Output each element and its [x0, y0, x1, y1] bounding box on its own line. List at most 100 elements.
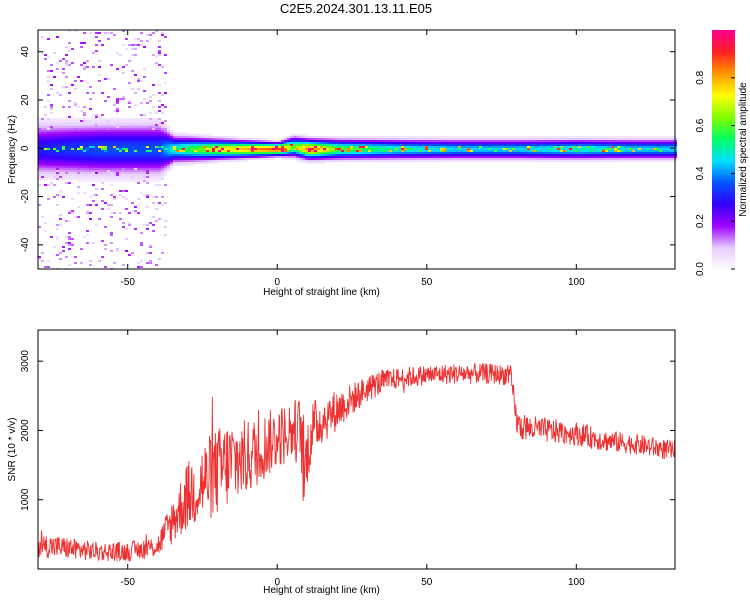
heatmap-cell [80, 80, 83, 82]
heatmap-cell [419, 138, 422, 140]
heatmap-cell [308, 154, 311, 156]
heatmap-cell [668, 140, 671, 142]
heatmap-cell [185, 146, 188, 148]
heatmap-cell [161, 172, 164, 174]
colorbar-segment [712, 254, 735, 256]
heatmap-cell [128, 100, 131, 102]
heatmap-cell [656, 148, 659, 150]
heatmap-cell [548, 148, 551, 150]
heatmap-cell [260, 152, 263, 154]
heatmap-cell [611, 158, 614, 160]
heatmap-cell [155, 160, 158, 162]
heatmap-cell [203, 158, 206, 160]
heatmap-cell [539, 144, 542, 146]
heatmap-cell [635, 156, 638, 158]
heatmap-cell [167, 134, 170, 136]
heatmap-cell [602, 146, 605, 148]
heatmap-cell [470, 152, 473, 154]
heatmap-cell [77, 162, 80, 164]
heatmap-cell [125, 250, 128, 252]
heatmap-cell [131, 126, 134, 128]
heatmap-cell [113, 170, 116, 172]
heatmap-cell [143, 90, 146, 92]
heatmap-cell [149, 144, 152, 146]
heatmap-cell [41, 160, 44, 162]
heatmap-cell [56, 62, 59, 64]
heatmap-cell [662, 158, 665, 160]
heatmap-cell [107, 170, 110, 172]
heatmap-cell [110, 180, 113, 182]
heatmap-cell [134, 162, 137, 164]
heatmap-cell [236, 152, 239, 154]
heatmap-cell [92, 158, 95, 160]
snr-plot-frame [37, 329, 676, 570]
heatmap-cell [542, 160, 545, 162]
heatmap-cell [527, 160, 530, 162]
heatmap-cell [131, 132, 134, 134]
heatmap-cell [149, 130, 152, 132]
heatmap-cell [533, 146, 536, 148]
heatmap-cell [383, 140, 386, 142]
heatmap-cell [440, 154, 443, 156]
heatmap-cell [71, 62, 74, 64]
heatmap-cell [245, 146, 248, 148]
heatmap-cell [242, 158, 245, 160]
heatmap-cell [389, 152, 392, 154]
heatmap-cell [419, 142, 422, 144]
heatmap-cell [77, 176, 80, 178]
heatmap-cell [254, 150, 257, 152]
heatmap-cell [143, 124, 146, 126]
heatmap-cell [50, 134, 53, 136]
heatmap-cell [347, 136, 350, 138]
heatmap-cell [629, 142, 632, 144]
heatmap-cell [89, 160, 92, 162]
heatmap-cell [107, 122, 110, 124]
heatmap-cell [107, 162, 110, 164]
heatmap-cell [152, 148, 155, 150]
heatmap-cell [584, 150, 587, 152]
heatmap-cell [533, 160, 536, 162]
heatmap-cell [365, 144, 368, 146]
heatmap-cell [92, 122, 95, 124]
heatmap-cell [341, 142, 344, 144]
heatmap-cell [266, 152, 269, 154]
heatmap-cell [299, 134, 302, 136]
heatmap-cell [320, 144, 323, 146]
heatmap-cell [62, 162, 65, 164]
colorbar-tick-label: 0.6 [695, 118, 706, 132]
heatmap-cell [566, 158, 569, 160]
heatmap-cell [146, 228, 149, 230]
heatmap-cell [455, 150, 458, 152]
heatmap-cell [131, 70, 134, 72]
heatmap-cell [146, 206, 149, 208]
heatmap-cell [593, 144, 596, 146]
heatmap-cell [170, 134, 173, 136]
heatmap-cell [167, 164, 170, 166]
heatmap-cell [647, 154, 650, 156]
heatmap-cell [71, 178, 74, 180]
heatmap-cell [167, 142, 170, 144]
heatmap-cell [134, 74, 137, 76]
heatmap-cell [635, 136, 638, 138]
heatmap-cell [173, 142, 176, 144]
heatmap-cell [146, 162, 149, 164]
heatmap-cell [125, 198, 128, 200]
colorbar-segment [712, 108, 735, 110]
heatmap-cell [146, 152, 149, 154]
heatmap-cell [401, 136, 404, 138]
heatmap-cell [77, 118, 80, 120]
heatmap-cell [122, 128, 125, 130]
heatmap-cell [83, 166, 86, 168]
heatmap-cell [602, 154, 605, 156]
heatmap-cell [47, 152, 50, 154]
heatmap-cell [71, 84, 74, 86]
heatmap-cell [212, 162, 215, 164]
heatmap-cell [278, 144, 281, 146]
heatmap-cell [167, 130, 170, 132]
heatmap-cell [146, 180, 149, 182]
heatmap-cell [416, 154, 419, 156]
heatmap-cell [653, 150, 656, 152]
heatmap-cell [131, 54, 134, 56]
heatmap-cell [137, 180, 140, 182]
heatmap-cell [86, 126, 89, 128]
